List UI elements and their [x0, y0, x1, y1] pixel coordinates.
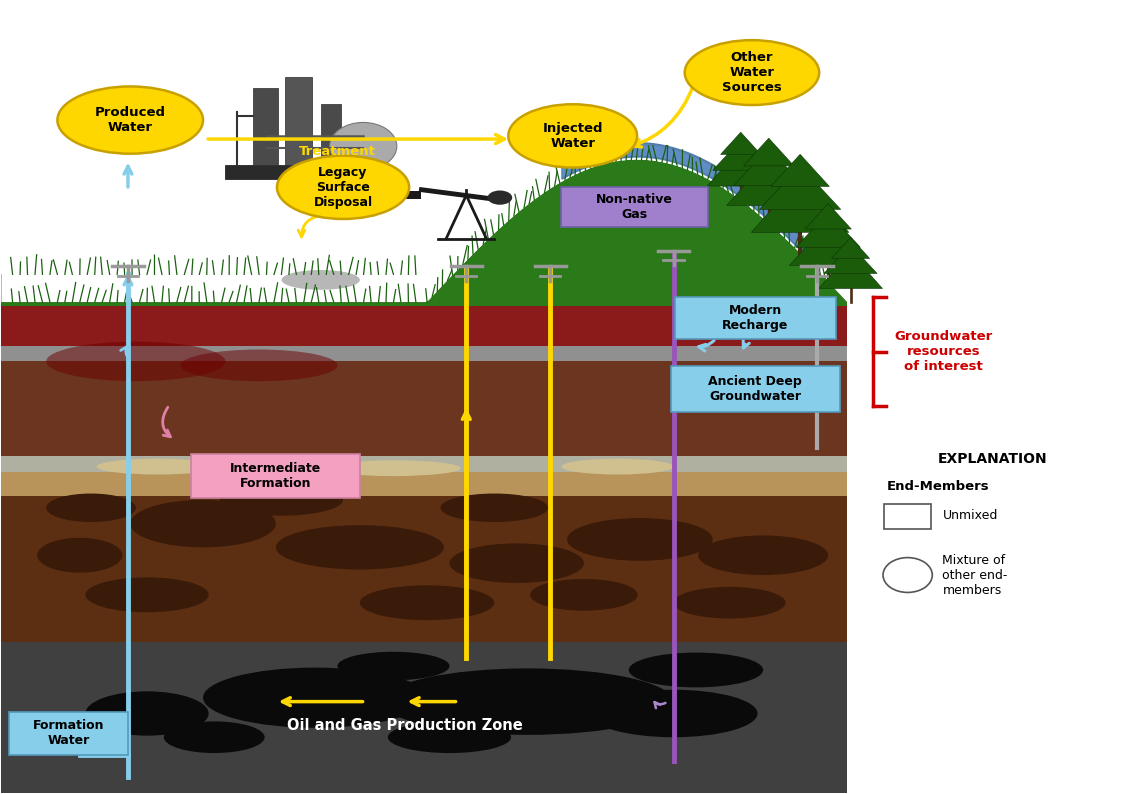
FancyBboxPatch shape	[670, 366, 840, 412]
FancyBboxPatch shape	[562, 187, 707, 227]
Ellipse shape	[382, 669, 674, 735]
Ellipse shape	[509, 104, 637, 168]
Ellipse shape	[449, 543, 584, 583]
Ellipse shape	[203, 668, 427, 728]
Ellipse shape	[440, 494, 548, 522]
Ellipse shape	[57, 87, 203, 154]
Ellipse shape	[85, 692, 209, 736]
Ellipse shape	[487, 191, 512, 205]
Polygon shape	[733, 148, 804, 186]
Text: Ancient Deep
Groundwater: Ancient Deep Groundwater	[709, 375, 802, 403]
Ellipse shape	[327, 461, 460, 476]
Polygon shape	[805, 203, 851, 229]
Text: Produced
Water: Produced Water	[94, 106, 166, 134]
Ellipse shape	[130, 500, 276, 547]
Polygon shape	[831, 237, 869, 259]
Polygon shape	[1, 472, 847, 496]
Ellipse shape	[46, 341, 226, 381]
Text: End-Members: End-Members	[886, 480, 989, 493]
Text: Other
Water
Sources: Other Water Sources	[722, 51, 782, 94]
Polygon shape	[819, 252, 883, 288]
Polygon shape	[1, 2, 847, 302]
Ellipse shape	[567, 518, 713, 561]
Ellipse shape	[530, 579, 638, 611]
Polygon shape	[721, 133, 761, 154]
Ellipse shape	[282, 270, 359, 290]
Ellipse shape	[359, 585, 494, 620]
Ellipse shape	[164, 722, 265, 753]
Text: Non-native
Gas: Non-native Gas	[596, 193, 673, 221]
Polygon shape	[254, 88, 279, 165]
Ellipse shape	[590, 690, 758, 737]
Text: Intermediate
Formation: Intermediate Formation	[230, 462, 321, 490]
Polygon shape	[321, 104, 340, 165]
Polygon shape	[713, 141, 769, 170]
Ellipse shape	[674, 587, 786, 619]
Ellipse shape	[46, 494, 136, 522]
Polygon shape	[743, 138, 794, 166]
Text: Injected
Water: Injected Water	[542, 122, 603, 150]
Ellipse shape	[685, 40, 819, 105]
Ellipse shape	[387, 722, 511, 753]
Ellipse shape	[276, 525, 444, 569]
Polygon shape	[727, 158, 811, 206]
Text: Modern
Recharge: Modern Recharge	[722, 304, 788, 332]
Polygon shape	[789, 222, 867, 265]
FancyBboxPatch shape	[884, 504, 931, 529]
Polygon shape	[751, 177, 849, 233]
Polygon shape	[1, 496, 847, 642]
FancyBboxPatch shape	[191, 454, 360, 499]
Ellipse shape	[562, 459, 674, 475]
Polygon shape	[1, 361, 847, 457]
Polygon shape	[285, 76, 312, 165]
Text: Mixture of
other end-
members: Mixture of other end- members	[942, 553, 1007, 596]
Ellipse shape	[277, 156, 409, 219]
Text: Treatment: Treatment	[299, 145, 376, 158]
Text: Groundwater
resources
of interest: Groundwater resources of interest	[894, 330, 993, 373]
Polygon shape	[1, 275, 847, 306]
Text: Unmixed: Unmixed	[942, 509, 997, 522]
Text: Oil and Gas Production Zone: Oil and Gas Production Zone	[286, 718, 522, 733]
Polygon shape	[824, 245, 877, 273]
Polygon shape	[226, 165, 382, 179]
Text: EXPLANATION: EXPLANATION	[938, 453, 1048, 466]
Circle shape	[330, 122, 396, 170]
Ellipse shape	[629, 653, 764, 688]
Polygon shape	[796, 213, 860, 247]
Polygon shape	[1, 306, 847, 345]
Polygon shape	[1, 345, 847, 361]
Polygon shape	[1, 457, 847, 472]
Polygon shape	[1, 160, 847, 306]
Polygon shape	[759, 166, 841, 210]
Polygon shape	[404, 191, 421, 199]
Ellipse shape	[220, 484, 343, 515]
Text: Legacy
Surface
Disposal: Legacy Surface Disposal	[313, 166, 373, 209]
Polygon shape	[707, 148, 775, 186]
Ellipse shape	[97, 459, 220, 475]
Polygon shape	[1, 642, 847, 792]
FancyBboxPatch shape	[9, 712, 128, 754]
Circle shape	[883, 557, 932, 592]
Polygon shape	[847, 2, 1122, 792]
Ellipse shape	[699, 535, 828, 575]
Polygon shape	[770, 154, 830, 187]
FancyBboxPatch shape	[675, 296, 836, 339]
Ellipse shape	[181, 349, 337, 381]
Text: Formation
Water: Formation Water	[33, 719, 104, 747]
Ellipse shape	[337, 652, 449, 680]
Ellipse shape	[85, 577, 209, 612]
Ellipse shape	[37, 538, 122, 572]
